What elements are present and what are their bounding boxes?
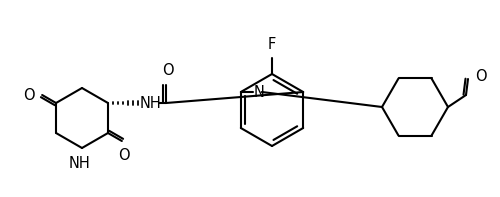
Text: O: O [118, 148, 130, 163]
Text: NH: NH [140, 96, 162, 111]
Text: NH: NH [69, 156, 91, 171]
Text: N: N [254, 85, 264, 99]
Text: O: O [162, 63, 174, 78]
Text: O: O [475, 69, 486, 84]
Text: O: O [24, 87, 35, 102]
Text: F: F [268, 37, 276, 52]
